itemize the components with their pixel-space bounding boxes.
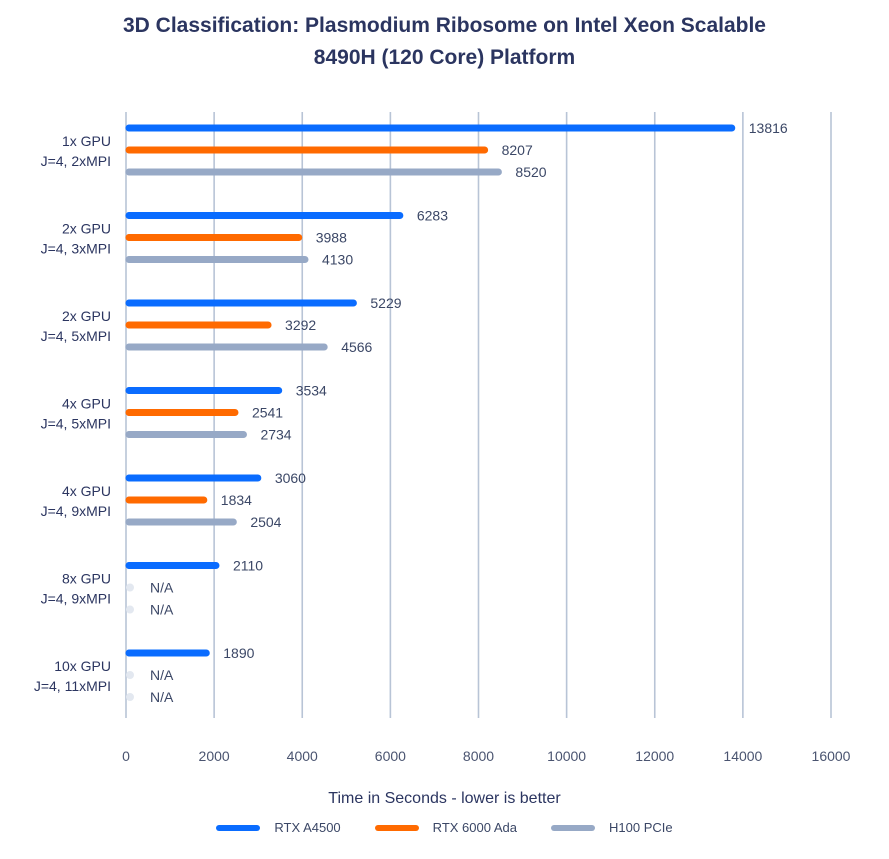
data-label: 3988 (316, 230, 347, 246)
legend-item-rtx-6000-ada: RTX 6000 Ada (374, 820, 517, 835)
legend-label: RTX 6000 Ada (432, 820, 517, 835)
category-label: 1x GPU (62, 133, 111, 149)
x-tick-label: 2000 (199, 748, 230, 764)
data-label: 5229 (370, 295, 401, 311)
x-tick-label: 16000 (812, 748, 851, 764)
data-label: 3292 (285, 317, 316, 333)
category-label: J=4, 3xMPI (41, 241, 111, 257)
legend-item-rtx-a4500: RTX A4500 (216, 820, 341, 835)
na-marker (126, 671, 134, 679)
chart-title-line-1: 3D Classification: Plasmodium Ribosome o… (123, 14, 766, 37)
chart-title: 3D Classification: Plasmodium Ribosome o… (0, 10, 889, 74)
legend-label: H100 PCIe (609, 820, 673, 835)
legend-label: RTX A4500 (274, 820, 341, 835)
category-label: 10x GPU (54, 658, 111, 674)
category-label: 8x GPU (62, 571, 111, 587)
legend-item-h100-pcie: H100 PCIe (551, 820, 673, 835)
category-label: J=4, 5xMPI (41, 328, 111, 344)
x-tick-label: 0 (122, 748, 130, 764)
category-label: 2x GPU (62, 308, 111, 324)
data-label: 1834 (221, 492, 252, 508)
legend-swatch (551, 824, 595, 831)
data-label: N/A (150, 667, 174, 683)
x-tick-label: 6000 (375, 748, 406, 764)
data-label: N/A (150, 602, 174, 618)
data-label: 3060 (275, 470, 306, 486)
data-label: 2504 (250, 514, 281, 530)
legend-swatch (374, 824, 419, 831)
data-label: 3534 (296, 383, 327, 399)
x-tick-label: 10000 (547, 748, 586, 764)
data-label: 1890 (223, 645, 254, 661)
category-label: 2x GPU (62, 221, 111, 237)
x-axis-label: Time in Seconds - lower is better (328, 790, 561, 807)
na-marker (126, 605, 134, 614)
data-label: 6283 (417, 208, 448, 224)
category-label: J=4, 5xMPI (41, 416, 111, 432)
data-label: 8520 (515, 164, 546, 180)
category-label: J=4, 2xMPI (41, 153, 111, 169)
data-label: 4566 (341, 339, 372, 355)
legend: RTX A4500 RTX 6000 Ada H100 PCIe (0, 820, 889, 835)
data-label: 4130 (322, 252, 353, 268)
x-tick-label: 8000 (463, 748, 494, 764)
category-label: J=4, 9xMPI (41, 591, 111, 607)
data-label: 2734 (260, 427, 291, 443)
category-label: J=4, 11xMPI (34, 678, 111, 694)
data-label: N/A (150, 689, 174, 705)
x-tick-label: 12000 (635, 748, 674, 764)
na-marker (126, 583, 134, 592)
data-label: N/A (150, 580, 174, 596)
data-label: 2541 (252, 405, 283, 421)
chart-title-line-2: 8490H (120 Core) Platform (313, 46, 576, 69)
x-tick-label: 14000 (723, 748, 762, 764)
data-label: 13816 (749, 120, 788, 136)
data-label: 2110 (233, 558, 263, 574)
data-label: 8207 (502, 142, 533, 158)
na-marker (126, 693, 134, 701)
category-label: 4x GPU (62, 483, 111, 499)
category-label: 4x GPU (62, 396, 111, 412)
legend-swatch (216, 824, 261, 831)
category-label: J=4, 9xMPI (41, 503, 111, 519)
x-tick-label: 4000 (287, 748, 318, 764)
